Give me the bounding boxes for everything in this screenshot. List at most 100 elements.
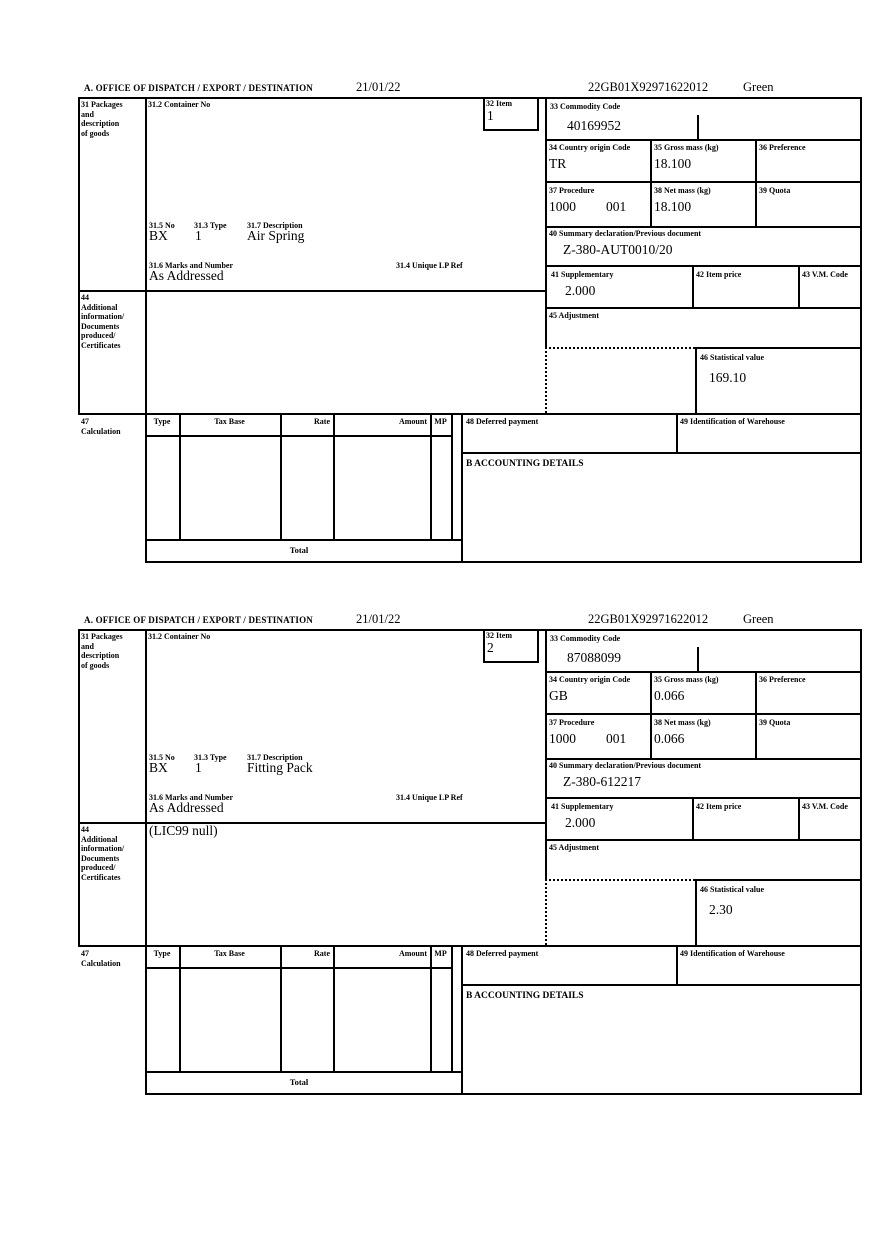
box33-label: 33 Commodity Code <box>550 102 621 111</box>
border-left <box>78 629 80 947</box>
box48-bottom-border <box>461 984 862 986</box>
total-row-top <box>145 1071 461 1073</box>
border-right <box>860 97 862 563</box>
box36-label: 36 Preference <box>759 143 806 152</box>
marks-and-number-value: As Addressed <box>149 268 224 283</box>
box31-label: 31 Packages and description of goods <box>81 632 123 670</box>
box37-label: 37 Procedure <box>549 718 595 727</box>
statistical-value: 2.30 <box>709 902 733 917</box>
net-mass-value: 18.100 <box>654 199 692 214</box>
dashed-divider-vertical <box>545 347 547 413</box>
tax-col-2 <box>280 413 282 541</box>
box35-label: 35 Gross mass (kg) <box>654 675 719 684</box>
col-divider-34-35 <box>650 671 652 758</box>
mrn-value: 22GB01X92971622012 <box>588 80 709 94</box>
box36-label: 36 Preference <box>759 675 806 684</box>
package-type-value: 1 <box>195 228 202 243</box>
tax-col-4 <box>430 945 432 1073</box>
previous-document-value: Z-380-AUT0010/20 <box>563 242 673 257</box>
box32-outline <box>483 97 539 131</box>
right-column-divider <box>545 629 547 881</box>
col-divider-35-36 <box>755 671 757 758</box>
declaration-item-form-2: A. OFFICE OF DISPATCH / EXPORT / DESTINA… <box>78 612 864 1114</box>
box49-label: 49 Identification of Warehouse <box>680 417 785 426</box>
row-divider-4 <box>545 265 862 267</box>
box46-label: 46 Statistical value <box>700 885 764 894</box>
box34-label: 34 Country origin Code <box>549 675 631 684</box>
declaration-item-form-1: A. OFFICE OF DISPATCH / EXPORT / DESTINA… <box>78 80 864 582</box>
additional-info-value: (LIC99 null) <box>149 823 218 838</box>
box31-6-label: 31.6 Marks and Number <box>149 261 234 270</box>
tax-table-right <box>451 945 453 1073</box>
total-row-top <box>145 539 461 541</box>
box44-top-divider <box>78 290 547 292</box>
col-divider-48-49 <box>676 945 678 986</box>
mrn-value: 22GB01X92971622012 <box>588 612 709 626</box>
col-divider-42-43 <box>798 265 800 307</box>
row-divider-1 <box>545 671 862 673</box>
border-left <box>78 97 80 415</box>
border-bottom <box>145 561 862 563</box>
left-column-divider <box>145 97 147 563</box>
box42-label: 42 Item price <box>696 270 742 279</box>
tax-col-1 <box>179 945 181 1073</box>
box48-left-border <box>461 413 463 454</box>
declaration-date: 21/01/22 <box>356 80 401 94</box>
accounting-details-label: B ACCOUNTING DETAILS <box>466 459 584 469</box>
box48-label: 48 Deferred payment <box>466 949 539 958</box>
box33-inner-divider <box>697 115 699 139</box>
box41-label: 41 Supplementary <box>551 802 614 811</box>
commodity-code-value: 87088099 <box>567 650 621 665</box>
box46-left-border <box>695 347 697 413</box>
tax-col-1 <box>179 413 181 541</box>
calculation-row-top <box>78 413 862 415</box>
tax-col-2 <box>280 945 282 1073</box>
commodity-code-value: 40169952 <box>567 118 621 133</box>
box47-label: 47 Calculation <box>81 949 121 968</box>
box37-label: 37 Procedure <box>549 186 595 195</box>
procedure-additional-value: 001 <box>606 199 627 214</box>
package-no-value: BX <box>149 228 168 243</box>
col-divider-41-42 <box>692 265 694 307</box>
accounting-left-border <box>461 452 463 563</box>
row-divider-2 <box>545 181 862 183</box>
calculation-row-top <box>78 945 862 947</box>
item-box: 31 Packages and description of goods 31.… <box>78 97 862 563</box>
box35-label: 35 Gross mass (kg) <box>654 143 719 152</box>
tax-col-mp-header: MP <box>434 417 447 426</box>
office-of-dispatch-label: A. OFFICE OF DISPATCH / EXPORT / DESTINA… <box>84 615 314 625</box>
dashed-divider-horizontal <box>545 879 695 881</box>
box32-label: 32 Item <box>486 631 512 640</box>
procedure-value: 1000 <box>549 731 576 746</box>
marks-and-number-value: As Addressed <box>149 800 224 815</box>
row-divider-5 <box>545 307 862 309</box>
box45-label: 45 Adjustment <box>549 843 600 852</box>
box46-left-border <box>695 879 697 945</box>
border-top <box>78 629 862 631</box>
box31-3-label: 31.3 Type <box>194 221 227 230</box>
tax-col-amount-header: Amount <box>398 949 427 958</box>
tax-col-taxbase-header: Tax Base <box>214 949 245 958</box>
box33-label: 33 Commodity Code <box>550 634 621 643</box>
box34-label: 34 Country origin Code <box>549 143 631 152</box>
box48-left-border <box>461 945 463 986</box>
box40-label: 40 Summary declaration/Previous document <box>549 229 702 238</box>
box31-label: 31 Packages and description of goods <box>81 100 123 138</box>
box47-label: 47 Calculation <box>81 417 121 436</box>
net-mass-value: 0.066 <box>654 731 685 746</box>
routing-value: Green <box>743 80 774 94</box>
col-divider-42-43 <box>798 797 800 839</box>
country-origin-value: GB <box>549 688 568 703</box>
tax-col-amount-header: Amount <box>398 417 427 426</box>
routing-value: Green <box>743 612 774 626</box>
tax-header-bottom <box>145 967 453 969</box>
box33-inner-divider <box>697 647 699 671</box>
box38-label: 38 Net mass (kg) <box>654 718 711 727</box>
box39-label: 39 Quota <box>759 186 791 195</box>
box46-top-border <box>695 347 862 349</box>
box31-4-label: 31.4 Unique LP Ref <box>396 261 463 270</box>
goods-description-value: Fitting Pack <box>247 760 313 775</box>
row-divider-3 <box>545 758 862 760</box>
box41-label: 41 Supplementary <box>551 270 614 279</box>
gross-mass-value: 0.066 <box>654 688 685 703</box>
